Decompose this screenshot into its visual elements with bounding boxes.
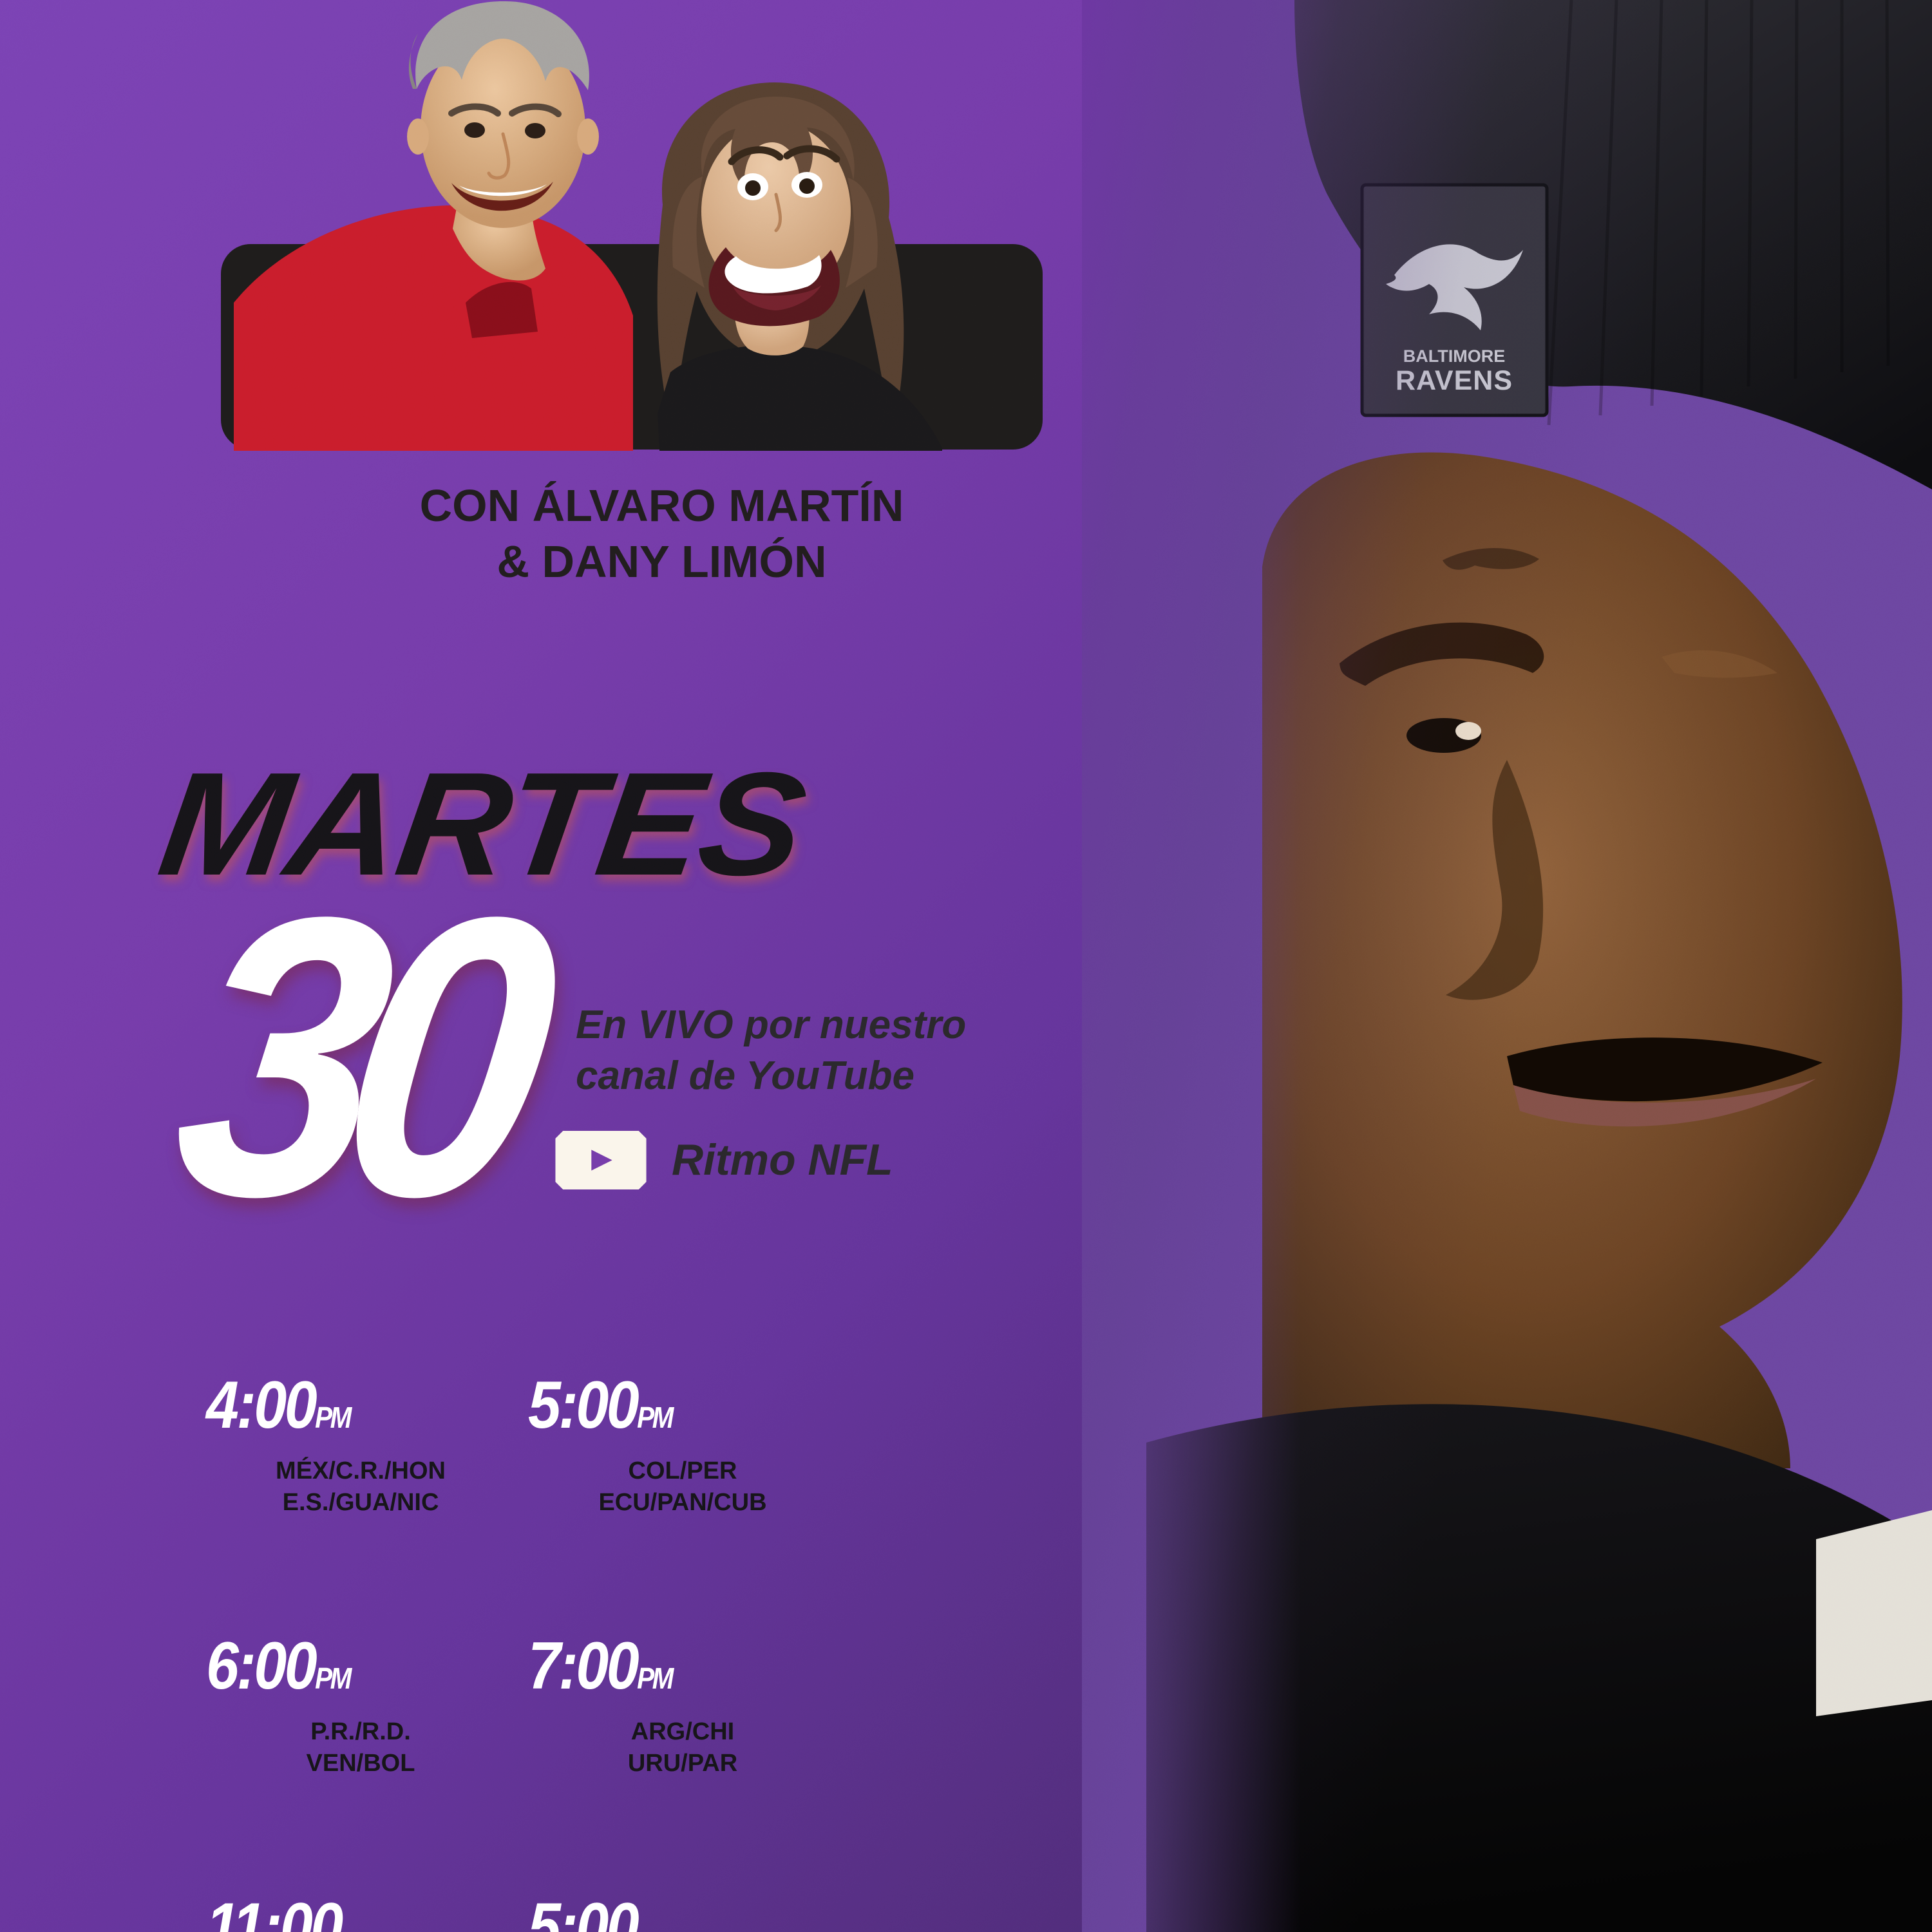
- svg-text:BALTIMORE: BALTIMORE: [1403, 346, 1505, 366]
- svg-text:RAVENS: RAVENS: [1396, 365, 1513, 396]
